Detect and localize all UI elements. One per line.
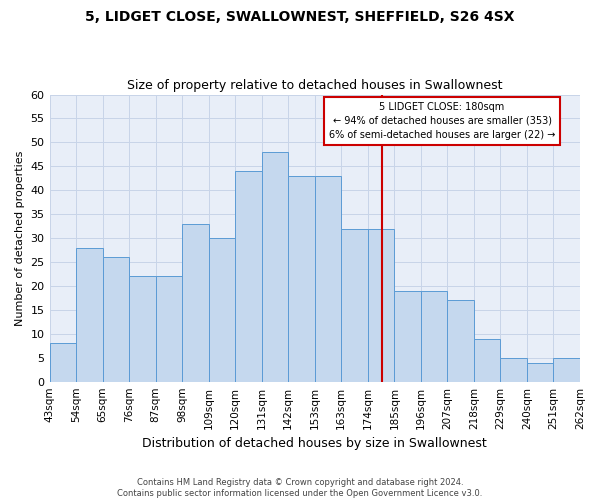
Bar bbox=[209, 238, 235, 382]
Title: Size of property relative to detached houses in Swallownest: Size of property relative to detached ho… bbox=[127, 79, 503, 92]
Bar bbox=[50, 344, 76, 382]
Text: 5, LIDGET CLOSE, SWALLOWNEST, SHEFFIELD, S26 4SX: 5, LIDGET CLOSE, SWALLOWNEST, SHEFFIELD,… bbox=[85, 10, 515, 24]
Bar bbox=[448, 300, 474, 382]
Bar bbox=[474, 338, 500, 382]
Bar bbox=[129, 276, 155, 382]
Bar bbox=[262, 152, 288, 382]
Bar bbox=[182, 224, 209, 382]
Y-axis label: Number of detached properties: Number of detached properties bbox=[15, 150, 25, 326]
Bar bbox=[500, 358, 527, 382]
Text: 5 LIDGET CLOSE: 180sqm
← 94% of detached houses are smaller (353)
6% of semi-det: 5 LIDGET CLOSE: 180sqm ← 94% of detached… bbox=[329, 102, 555, 140]
X-axis label: Distribution of detached houses by size in Swallownest: Distribution of detached houses by size … bbox=[142, 437, 487, 450]
Bar bbox=[76, 248, 103, 382]
Bar bbox=[527, 362, 553, 382]
Bar bbox=[394, 291, 421, 382]
Bar bbox=[235, 171, 262, 382]
Bar bbox=[553, 358, 580, 382]
Bar bbox=[368, 228, 394, 382]
Bar bbox=[288, 176, 315, 382]
Bar bbox=[341, 228, 368, 382]
Bar bbox=[421, 291, 448, 382]
Bar bbox=[103, 258, 129, 382]
Text: Contains HM Land Registry data © Crown copyright and database right 2024.
Contai: Contains HM Land Registry data © Crown c… bbox=[118, 478, 482, 498]
Bar bbox=[315, 176, 341, 382]
Bar bbox=[155, 276, 182, 382]
